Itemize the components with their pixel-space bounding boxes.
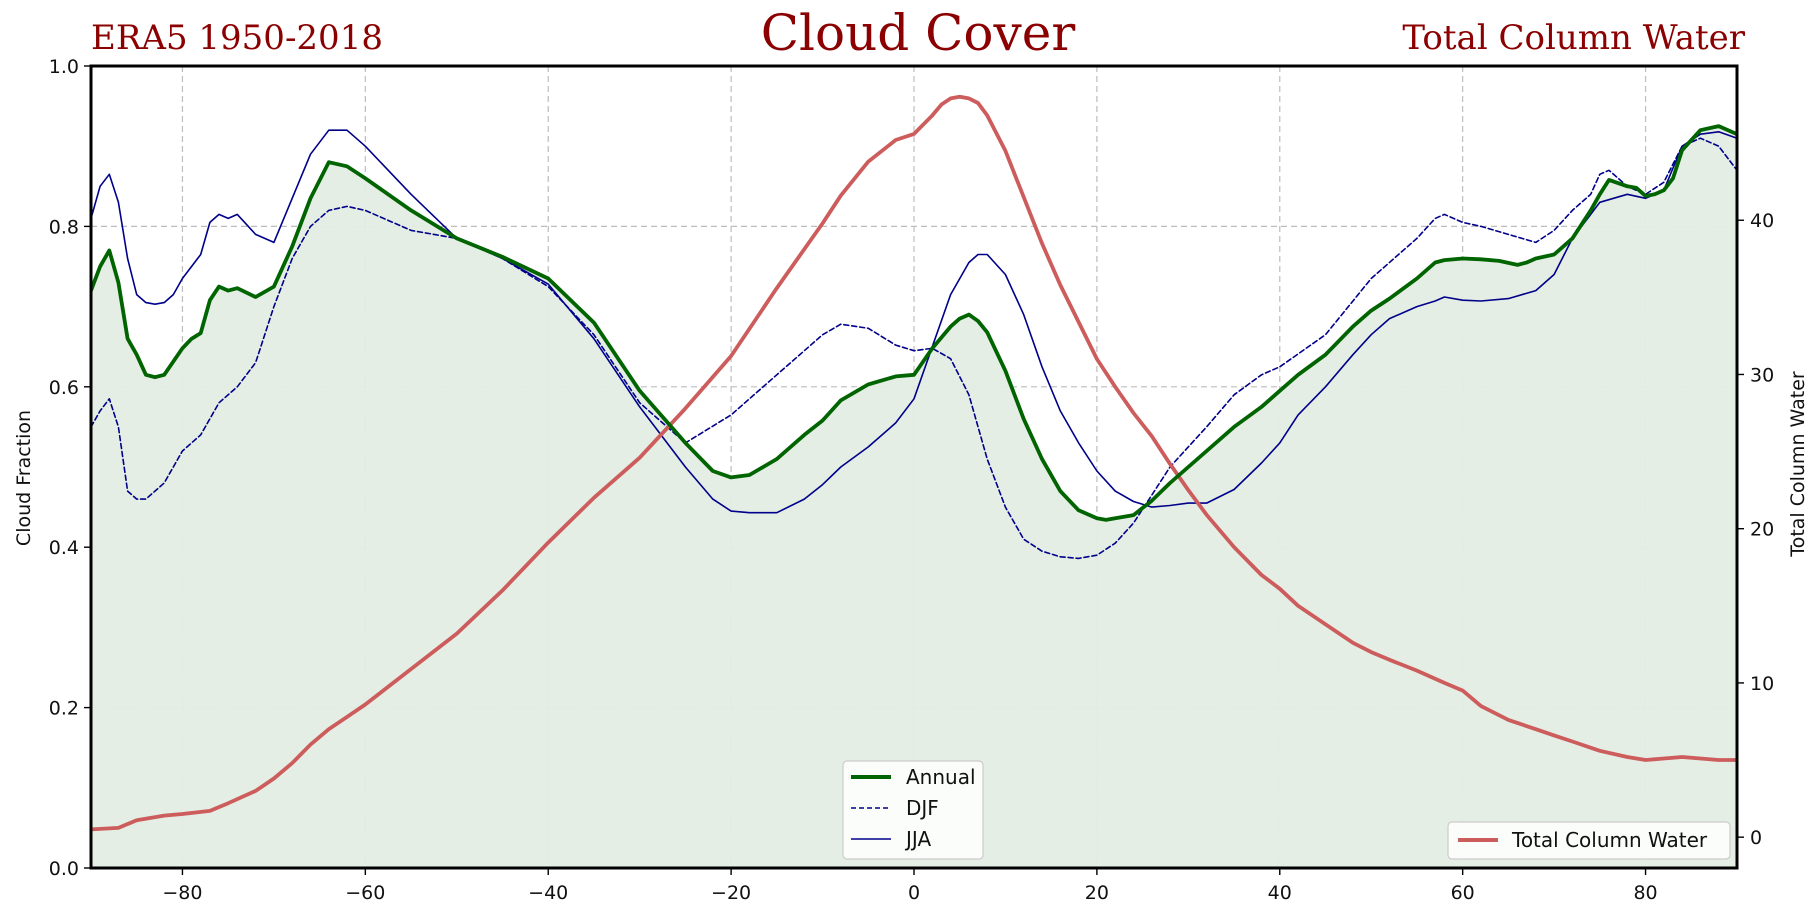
- plot-area: [89, 64, 1739, 870]
- y-axis-label: Cloud Fraction: [13, 410, 35, 546]
- y2-tick-label: 30: [1750, 364, 1774, 386]
- x-tick-label: −60: [345, 882, 385, 904]
- y2-tick-label: 20: [1750, 519, 1774, 541]
- legend-seasonal: Annual DJF JJA: [842, 760, 984, 860]
- x-tick-label: −40: [528, 882, 568, 904]
- x-tick-label: −80: [162, 882, 202, 904]
- dataset-title: ERA5 1950-2018: [91, 18, 383, 58]
- y-tick-label: 0.4: [49, 537, 79, 559]
- legend-tcw-box: [1447, 821, 1731, 860]
- y-tick-label: 0.8: [49, 216, 79, 238]
- y2-tick-label: 10: [1750, 673, 1774, 695]
- annual-area-fill: [91, 126, 1737, 868]
- series-line-annual: [91, 124, 1737, 522]
- x-tick-label: 0: [908, 882, 920, 904]
- chart-title: Cloud Cover: [761, 4, 1076, 62]
- legend-jja-label: JJA: [904, 827, 931, 851]
- x-tick-label: 20: [1085, 882, 1109, 904]
- legend-seasonal-box: [842, 760, 984, 860]
- legend-tcw: Total Column Water: [1447, 821, 1731, 860]
- y2-axis-label: Total Column Water: [1787, 371, 1809, 558]
- x-tick-label: 40: [1268, 882, 1292, 904]
- legend-djf-label: DJF: [906, 796, 939, 820]
- y-tick-label: 0.0: [49, 858, 79, 880]
- y-tick-label: 0.6: [49, 377, 79, 399]
- y-tick-label: 1.0: [49, 56, 79, 78]
- x-tick-label: 60: [1451, 882, 1475, 904]
- legend-tcw-label: Total Column Water: [1511, 828, 1708, 852]
- x-tick-label: 80: [1633, 882, 1657, 904]
- y-tick-label: 0.2: [49, 698, 79, 720]
- y2-tick-label: 40: [1750, 210, 1774, 232]
- x-tick-label: −20: [711, 882, 751, 904]
- right-axis-title: Total Column Water: [1402, 18, 1745, 58]
- series-line-total-column-water: [91, 94, 1737, 832]
- axis-ticks: −80 −60 −40 −20 0 20 40 60 80 0.0 0.2 0.4 0.6 0.8 1.0 0…: [49, 56, 1774, 904]
- series-line-djf: [91, 137, 1737, 560]
- legend-annual-label: Annual: [906, 765, 976, 789]
- y2-tick-label: 0: [1750, 827, 1762, 849]
- series-line-jja: [91, 129, 1737, 514]
- series-lines: [91, 94, 1737, 868]
